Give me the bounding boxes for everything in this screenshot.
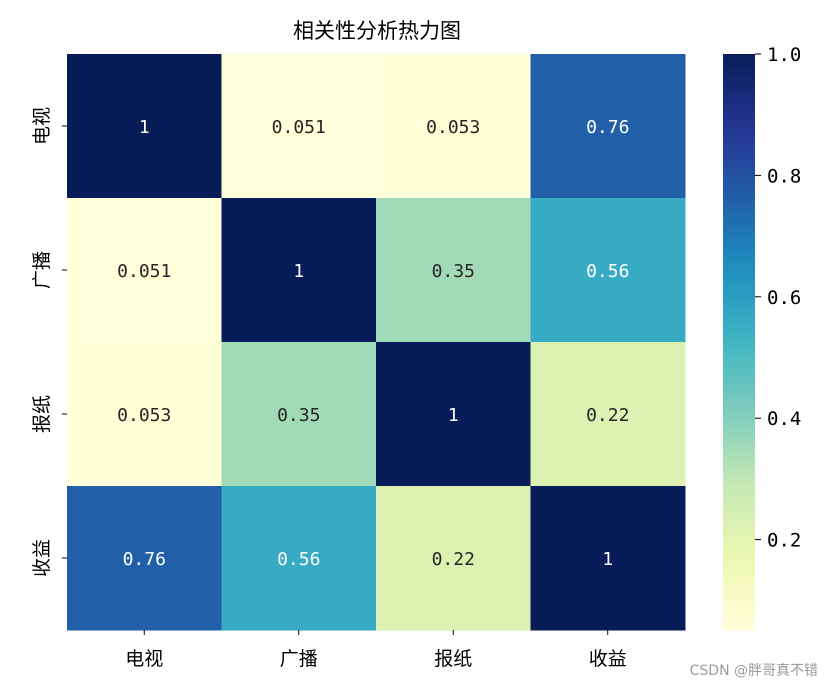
cell-annotation-1-0: 0.051	[117, 261, 171, 282]
x-tick-label: 广播	[280, 648, 318, 670]
heatmap-cell-3-1	[221, 486, 377, 631]
cell-annotation-1-1: 1	[293, 261, 304, 282]
cell-annotation-3-1: 0.56	[277, 549, 320, 570]
cell-annotation-1-2: 0.35	[432, 261, 475, 282]
cell-annotation-0-2: 0.053	[426, 117, 480, 138]
heatmap-cell-2-1	[221, 342, 377, 487]
y-tick-label: 广播	[31, 251, 53, 289]
heatmap-cell-1-2	[376, 198, 531, 343]
y-tick-label: 报纸	[31, 395, 53, 433]
heatmap-cell-3-2	[376, 486, 531, 631]
cell-annotation-2-1: 0.35	[277, 405, 320, 426]
colorbar-gradient	[723, 54, 755, 630]
heatmap-cell-1-3	[530, 198, 686, 343]
cell-annotations: 1 0.051 0.053 0.76 0.051 1 0.35 0.56 0.053 0.35 1 0…	[117, 117, 629, 570]
watermark: CSDN @胖哥真不错	[689, 663, 818, 679]
heatmap-cell-2-2	[376, 342, 531, 487]
y-tick-label: 电视	[31, 107, 53, 145]
heatmap-cell-1-0	[67, 198, 222, 343]
heatmap-cell-3-3	[530, 486, 686, 631]
cell-annotation-0-0: 1	[139, 117, 150, 138]
heatmap-cells	[67, 54, 686, 631]
cell-annotation-1-3: 0.56	[586, 261, 629, 282]
cell-annotation-3-3: 1	[602, 549, 613, 570]
y-tick-label: 收益	[31, 539, 53, 577]
heatmap-cell-1-1	[221, 198, 377, 343]
colorbar-tick-label: 0.6	[767, 287, 801, 309]
colorbar-tick-label: 1.0	[767, 44, 801, 66]
heatmap-cell-2-3	[530, 342, 686, 487]
cell-annotation-3-2: 0.22	[432, 549, 475, 570]
heatmap-cell-0-1	[221, 54, 377, 199]
colorbar-tick-label: 0.8	[767, 165, 801, 187]
cell-annotation-3-0: 0.76	[123, 549, 166, 570]
heatmap-cell-0-0	[67, 54, 222, 199]
x-tick-label: 电视	[125, 648, 163, 670]
heatmap-cell-2-0	[67, 342, 222, 487]
heatmap-cell-0-2	[376, 54, 531, 199]
x-tick-labels: 电视 广播 报纸 收益	[125, 630, 627, 670]
cell-annotation-0-1: 0.051	[272, 117, 326, 138]
colorbar: 0.2 0.4 0.6 0.8 1.0	[723, 44, 801, 630]
colorbar-tick-label: 0.2	[767, 530, 801, 552]
cell-annotation-0-3: 0.76	[586, 117, 629, 138]
cell-annotation-2-3: 0.22	[586, 405, 629, 426]
cell-annotation-2-0: 0.053	[117, 405, 171, 426]
x-tick-label: 收益	[589, 648, 627, 670]
heatmap-cell-3-0	[67, 486, 222, 631]
x-tick-label: 报纸	[434, 648, 472, 670]
cell-annotation-2-2: 1	[448, 405, 459, 426]
chart-title: 相关性分析热力图	[293, 19, 461, 43]
colorbar-tick-label: 0.4	[767, 408, 801, 430]
heatmap-cell-0-3	[530, 54, 686, 199]
